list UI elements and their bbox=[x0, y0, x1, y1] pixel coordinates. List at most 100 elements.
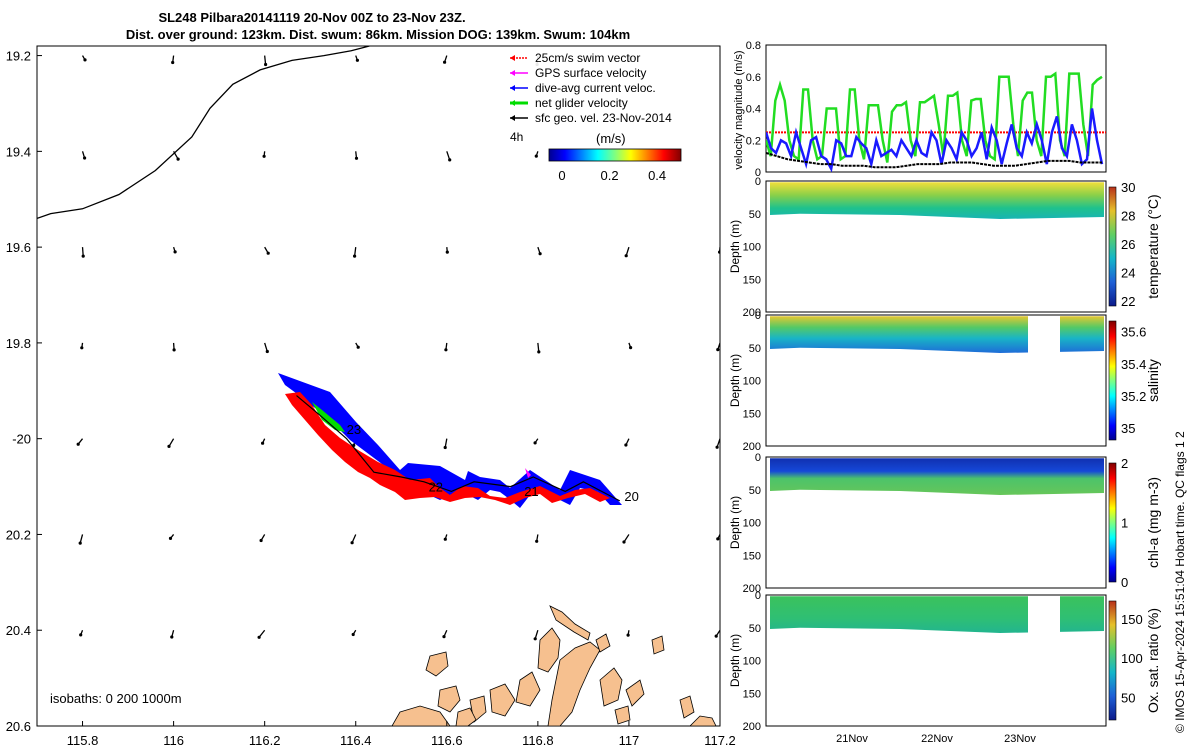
glider-track bbox=[296, 395, 621, 502]
day-label-21: 21 bbox=[524, 484, 538, 499]
legend-label: sfc geo. vel. 23-Nov-2014 bbox=[535, 111, 672, 125]
geo-velocity-arrowhead bbox=[351, 632, 355, 637]
geo-velocity-arrowhead bbox=[172, 348, 176, 352]
time-tick-label: 21Nov bbox=[836, 733, 868, 745]
lat-tick-label: 20.2 bbox=[6, 527, 31, 542]
colorbar-tick-label: 0 bbox=[558, 168, 565, 183]
colorbar-tick-label: 35.6 bbox=[1121, 325, 1146, 340]
geo-velocity-arrowhead bbox=[355, 58, 359, 62]
colorbar-label: Ox. sat. ratio (%) bbox=[1145, 608, 1161, 713]
depth-tick-label: 0 bbox=[755, 590, 761, 602]
credit-text: © IMOS 15-Apr-2024 15:51:04 Hobart time.… bbox=[1173, 431, 1187, 733]
legend-arrowhead bbox=[510, 115, 515, 121]
depth-tick-label: 200 bbox=[743, 583, 761, 595]
colorbar-tick-label: 35.4 bbox=[1121, 357, 1146, 372]
isobaths-label: isobaths: 0 200 1000m bbox=[50, 691, 182, 706]
geo-velocity-arrowhead bbox=[444, 348, 448, 352]
depth-tick-label: 200 bbox=[743, 307, 761, 319]
profile-data-band bbox=[770, 596, 1104, 633]
legend-label: net glider velocity bbox=[535, 96, 628, 110]
depth-axis-label: Depth (m) bbox=[728, 634, 742, 687]
colorbar-tick-label: 0.2 bbox=[601, 168, 619, 183]
geo-velocity-arrow bbox=[628, 725, 629, 726]
geo-velocity-arrowhead bbox=[448, 158, 452, 162]
geo-velocity-arrowhead bbox=[83, 58, 87, 62]
sfc-geo-velocity-line bbox=[766, 151, 1102, 169]
geo-velocity-arrowhead bbox=[538, 252, 542, 256]
colorbar-tick-label: 1 bbox=[1121, 516, 1128, 531]
geo-velocity-arrowhead bbox=[354, 156, 359, 160]
geo-velocity-arrowhead bbox=[716, 537, 720, 541]
lat-tick-label: -20 bbox=[12, 432, 31, 447]
velocity-y-ticks: 0 0.2 0.4 0.6 0.8 bbox=[746, 40, 761, 179]
land-masses bbox=[391, 605, 717, 726]
geo-velocity-arrowhead bbox=[259, 538, 263, 543]
profile-data-band bbox=[770, 458, 1104, 495]
colorbar-tick-label: 35.2 bbox=[1121, 389, 1146, 404]
coastline bbox=[37, 46, 370, 220]
day-labels: 23 22 21 20 bbox=[347, 422, 639, 504]
depth-axis-label: Depth (m) bbox=[728, 354, 742, 407]
figure-title-line2: Dist. over ground: 123km. Dist. swum: 86… bbox=[126, 27, 630, 42]
geo-velocity-arrowhead bbox=[624, 443, 628, 447]
day-label-23: 23 bbox=[347, 422, 361, 437]
legend-background bbox=[500, 50, 690, 138]
geo-velocity-arrow bbox=[263, 725, 265, 726]
depth-panel-1: 0 50 100 150 200 Depth (m) 22 24 26 28 30 temperatu… bbox=[728, 176, 1161, 319]
geo-velocity-arrowhead bbox=[622, 540, 626, 544]
depth-tick-label: 50 bbox=[749, 623, 761, 635]
geo-velocity-arrowhead bbox=[533, 441, 537, 445]
geo-velocity-arrowhead bbox=[718, 250, 720, 254]
geo-velocity-arrowhead bbox=[443, 445, 447, 450]
geo-velocity-arrowhead bbox=[176, 157, 180, 161]
map-frame bbox=[36, 45, 721, 727]
depth-tick-label: 200 bbox=[743, 441, 761, 453]
geo-velocity-arrowhead bbox=[83, 156, 87, 160]
colorbar-label: chl-a (mg m-3) bbox=[1145, 477, 1161, 568]
depth-colorbar bbox=[1108, 600, 1117, 721]
colorbar-tick-label: 35 bbox=[1121, 421, 1135, 436]
geo-velocity-arrowhead bbox=[445, 250, 449, 254]
colorbar-tick-label: 24 bbox=[1121, 266, 1135, 281]
geo-velocity-arrowhead bbox=[353, 254, 357, 258]
geo-velocity-arrowhead bbox=[265, 349, 269, 354]
swim-vector-swath bbox=[285, 392, 610, 505]
depth-colorbar bbox=[1108, 186, 1117, 307]
net-glider-swath bbox=[312, 402, 345, 432]
legend-arrowhead bbox=[510, 55, 515, 61]
depth-tick-label: 150 bbox=[743, 408, 761, 420]
geo-velocity-arrowhead bbox=[266, 251, 270, 255]
geo-velocity-arrowhead bbox=[442, 635, 446, 639]
colorbar-title: (m/s) bbox=[596, 131, 626, 146]
legend-label: GPS surface velocity bbox=[535, 66, 646, 80]
colorbar-tick-label: 26 bbox=[1121, 237, 1135, 252]
legend-label: dive-avg current veloc. bbox=[535, 81, 656, 95]
colorbar-label: salinity bbox=[1145, 359, 1161, 402]
legend-arrowhead bbox=[510, 70, 515, 76]
geo-velocity-arrowhead bbox=[80, 346, 84, 350]
map-panel: 23 22 21 20 19.2 19.4 19.6 19.8 -20 20.2 20.4 20.6… bbox=[6, 45, 736, 748]
geo-velocity-arrowhead bbox=[170, 635, 174, 639]
legend-arrowhead bbox=[510, 100, 515, 106]
depth-axis-label: Depth (m) bbox=[728, 496, 742, 549]
time-tick-label: 23Nov bbox=[1004, 733, 1036, 745]
speed-colorbar-ticks: 0 0.2 0.4 bbox=[558, 168, 666, 183]
time-tick-label: 22Nov bbox=[921, 733, 953, 745]
dive-avg-current-line bbox=[766, 108, 1104, 172]
geo-velocity-arrowhead bbox=[168, 536, 173, 541]
legend-label: 25cm/s swim vector bbox=[535, 51, 640, 65]
geo-velocity-arrowhead bbox=[443, 60, 447, 64]
lat-tick-label: 19.4 bbox=[6, 144, 31, 159]
profile-data-band bbox=[770, 316, 1104, 353]
velocity-ylabel: velocity magnitude (m/s) bbox=[733, 50, 745, 169]
lat-tick-label: 19.2 bbox=[6, 49, 31, 64]
depth-colorbar bbox=[1108, 320, 1117, 441]
lon-tick-label: 115.8 bbox=[67, 733, 99, 748]
colorbar-tick-label: 30 bbox=[1121, 180, 1135, 195]
geo-velocity-arrowhead bbox=[624, 254, 628, 258]
lon-tick-label: 116.2 bbox=[249, 733, 281, 748]
geo-velocity-arrow bbox=[81, 725, 83, 726]
